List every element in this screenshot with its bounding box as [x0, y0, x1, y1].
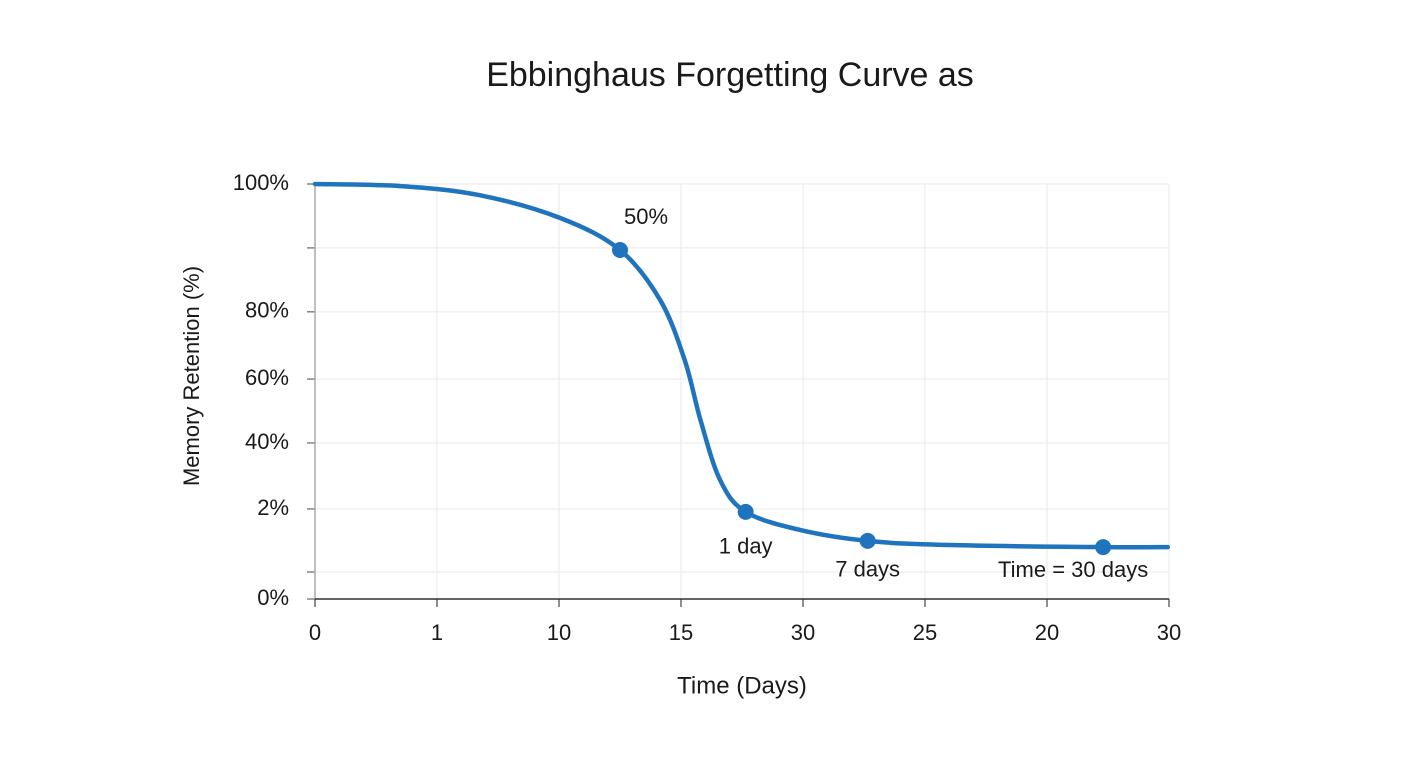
y-tick-label: 60% — [245, 365, 289, 390]
x-tick-label: 15 — [669, 620, 693, 645]
x-tick-label: 30 — [791, 620, 815, 645]
y-tick-label: 2% — [257, 495, 289, 520]
y-axis-title: Memory Retention (%) — [179, 266, 204, 486]
curve — [312, 181, 1171, 550]
y-tick-label: 40% — [245, 429, 289, 454]
marker — [737, 503, 754, 520]
point-label: 1 day — [719, 534, 773, 559]
y-tick-label: 80% — [245, 298, 289, 323]
x-tick-label: 25 — [913, 620, 937, 645]
x-tick-label: 10 — [547, 620, 571, 645]
point-label: 7 days — [835, 557, 900, 582]
x-tick-label: 20 — [1035, 620, 1059, 645]
y-tick-label: 0% — [257, 585, 289, 610]
x-tick-label: 0 — [309, 620, 321, 645]
point-label: Time = 30 days — [998, 557, 1148, 582]
marker — [859, 532, 876, 549]
x-axis-title: Time (Days) — [677, 672, 807, 699]
x-tick-label: 30 — [1157, 620, 1181, 645]
x-tick-label: 1 — [431, 620, 443, 645]
point-label: 50% — [624, 204, 668, 229]
chart-title: Ebbinghaus Forgetting Curve as — [486, 56, 974, 94]
marker — [612, 241, 628, 258]
marker — [1095, 539, 1112, 556]
y-tick-label: 100% — [233, 170, 289, 195]
